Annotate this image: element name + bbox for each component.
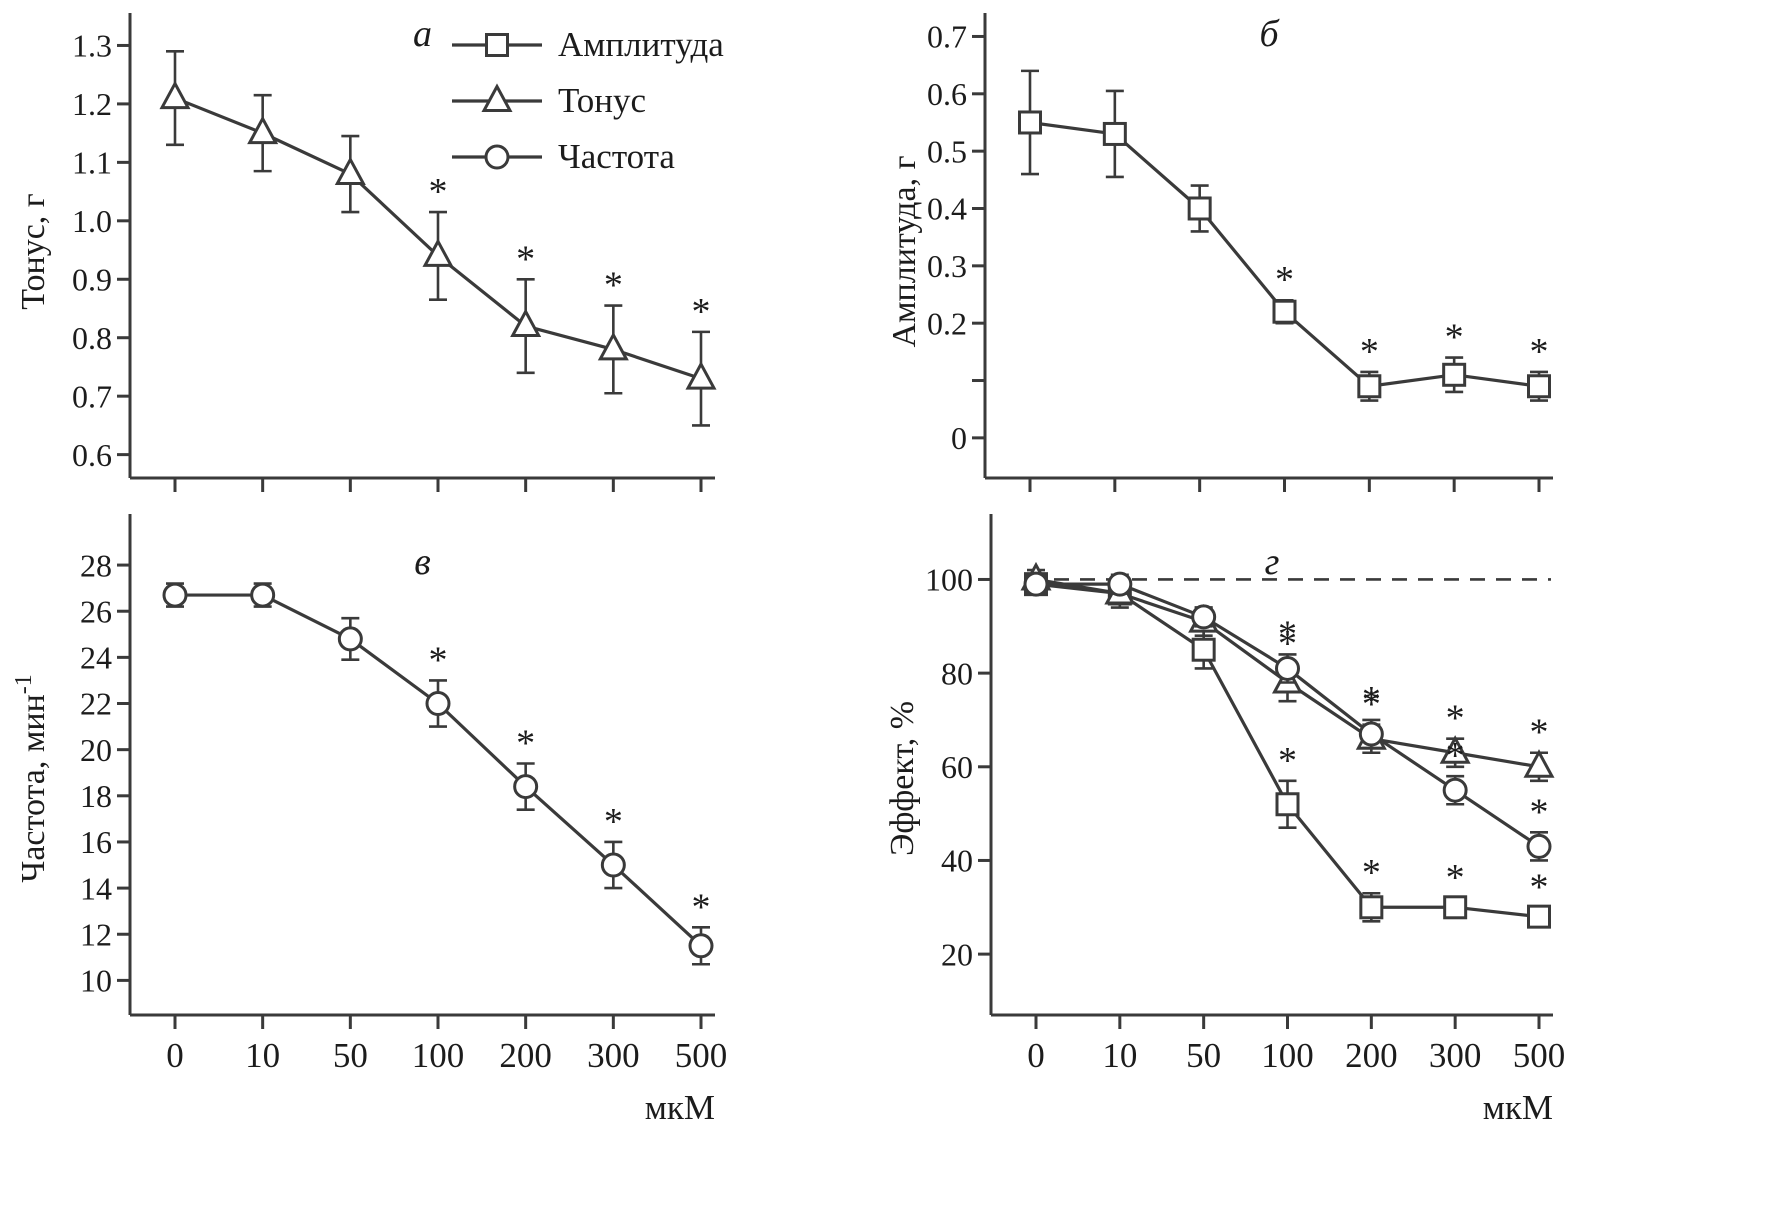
svg-text:24: 24 — [80, 640, 112, 676]
svg-text:*: * — [1530, 331, 1549, 373]
svg-text:0.8: 0.8 — [72, 320, 112, 356]
svg-text:14: 14 — [80, 870, 112, 906]
svg-text:20: 20 — [941, 936, 973, 972]
svg-text:12: 12 — [80, 916, 112, 952]
svg-text:Амплитуда: Амплитуда — [558, 25, 724, 64]
svg-text:22: 22 — [80, 686, 112, 722]
svg-text:*: * — [429, 171, 448, 213]
svg-text:28: 28 — [80, 547, 112, 583]
svg-text:0.5: 0.5 — [927, 133, 967, 169]
svg-text:*: * — [1362, 852, 1381, 894]
svg-text:*: * — [1445, 317, 1464, 359]
svg-text:*: * — [1530, 791, 1549, 833]
svg-text:100: 100 — [1261, 1036, 1314, 1075]
svg-text:0: 0 — [1027, 1036, 1045, 1075]
svg-text:60: 60 — [941, 749, 973, 785]
svg-text:18: 18 — [80, 778, 112, 814]
svg-text:300: 300 — [587, 1036, 640, 1075]
svg-text:26: 26 — [80, 593, 112, 629]
panel-v-chart: 10 12 14 16 18 20 22 24 26 28 0 10 50 100 200 300 500 мкМ… — [11, 514, 728, 1127]
svg-text:0.9: 0.9 — [72, 261, 112, 297]
svg-text:200: 200 — [1345, 1036, 1398, 1075]
svg-text:г: г — [1265, 541, 1280, 583]
svg-text:Амплитуда, г: Амплитуда, г — [886, 155, 923, 347]
svg-text:200: 200 — [499, 1036, 552, 1075]
panel-b: 0 0.2 0.3 0.4 0.5 0.6 0.7 б Амплитуда, г * * * * — [885, 0, 1771, 500]
svg-text:0.7: 0.7 — [927, 19, 967, 55]
svg-text:*: * — [1278, 740, 1297, 782]
svg-text:*: * — [1530, 712, 1549, 754]
svg-text:Тонус: Тонус — [558, 81, 646, 120]
svg-text:мкМ: мкМ — [645, 1088, 715, 1127]
svg-text:1.2: 1.2 — [72, 86, 112, 122]
svg-text:0.2: 0.2 — [927, 305, 967, 341]
svg-text:а: а — [413, 13, 432, 55]
svg-text:*: * — [692, 291, 711, 333]
svg-text:500: 500 — [675, 1036, 728, 1075]
svg-text:100: 100 — [412, 1036, 465, 1075]
svg-text:0.3: 0.3 — [927, 248, 967, 284]
svg-text:0.7: 0.7 — [72, 378, 112, 414]
svg-text:мкМ: мкМ — [1483, 1088, 1553, 1127]
svg-text:10: 10 — [80, 963, 112, 999]
svg-text:100: 100 — [925, 562, 973, 598]
svg-text:0.6: 0.6 — [72, 437, 112, 473]
svg-text:*: * — [1446, 698, 1465, 740]
svg-text:1.1: 1.1 — [72, 145, 112, 181]
svg-text:*: * — [1278, 613, 1297, 655]
svg-text:*: * — [516, 723, 535, 765]
svg-text:*: * — [429, 639, 448, 681]
svg-text:50: 50 — [1186, 1036, 1221, 1075]
svg-text:50: 50 — [333, 1036, 368, 1075]
svg-text:10: 10 — [245, 1036, 280, 1075]
svg-text:*: * — [604, 265, 623, 307]
panel-a: 0.6 0.7 0.8 0.9 1.0 1.1 1.2 1.3 а Тонус, г * * * * Амп… — [0, 0, 885, 500]
svg-text:*: * — [516, 238, 535, 280]
svg-text:20: 20 — [80, 732, 112, 768]
svg-text:0.6: 0.6 — [927, 76, 967, 112]
svg-text:б: б — [1259, 13, 1280, 55]
svg-text:Частота, мин-1: Частота, мин-1 — [11, 674, 52, 883]
panel-a-chart: 0.6 0.7 0.8 0.9 1.0 1.1 1.2 1.3 а Тонус, г * * * * Амп… — [15, 13, 724, 492]
svg-text:40: 40 — [941, 843, 973, 879]
svg-text:300: 300 — [1429, 1036, 1482, 1075]
svg-text:*: * — [1446, 735, 1465, 777]
svg-text:Тонус, г: Тонус, г — [15, 193, 52, 309]
svg-text:*: * — [692, 886, 711, 928]
svg-text:500: 500 — [1513, 1036, 1566, 1075]
svg-text:Эффект, %: Эффект, % — [885, 701, 921, 856]
svg-text:*: * — [1362, 684, 1381, 726]
svg-text:10: 10 — [1102, 1036, 1137, 1075]
panel-b-chart: 0 0.2 0.3 0.4 0.5 0.6 0.7 б Амплитуда, г * * * * — [886, 13, 1553, 492]
svg-text:*: * — [1275, 259, 1294, 301]
svg-text:80: 80 — [941, 655, 973, 691]
svg-text:*: * — [604, 801, 623, 843]
panel-g-chart: 20 40 60 80 100 0 10 50 100 200 300 500 мкМ г Эффект, … — [885, 514, 1566, 1127]
svg-text:в: в — [414, 541, 431, 583]
svg-text:*: * — [1530, 866, 1549, 908]
panel-g: 20 40 60 80 100 0 10 50 100 200 300 500 мкМ г Эффект, … — [885, 500, 1771, 1223]
svg-text:16: 16 — [80, 824, 112, 860]
svg-text:*: * — [1362, 679, 1381, 721]
svg-text:0: 0 — [166, 1036, 184, 1075]
svg-text:1.3: 1.3 — [72, 28, 112, 64]
svg-text:0.4: 0.4 — [927, 191, 967, 227]
svg-text:*: * — [1446, 857, 1465, 899]
svg-text:Частота: Частота — [558, 137, 675, 176]
panel-v: 10 12 14 16 18 20 22 24 26 28 0 10 50 100 200 300 500 мкМ… — [0, 500, 885, 1223]
svg-text:1.0: 1.0 — [72, 203, 112, 239]
svg-text:0: 0 — [951, 420, 967, 456]
svg-text:*: * — [1360, 331, 1379, 373]
